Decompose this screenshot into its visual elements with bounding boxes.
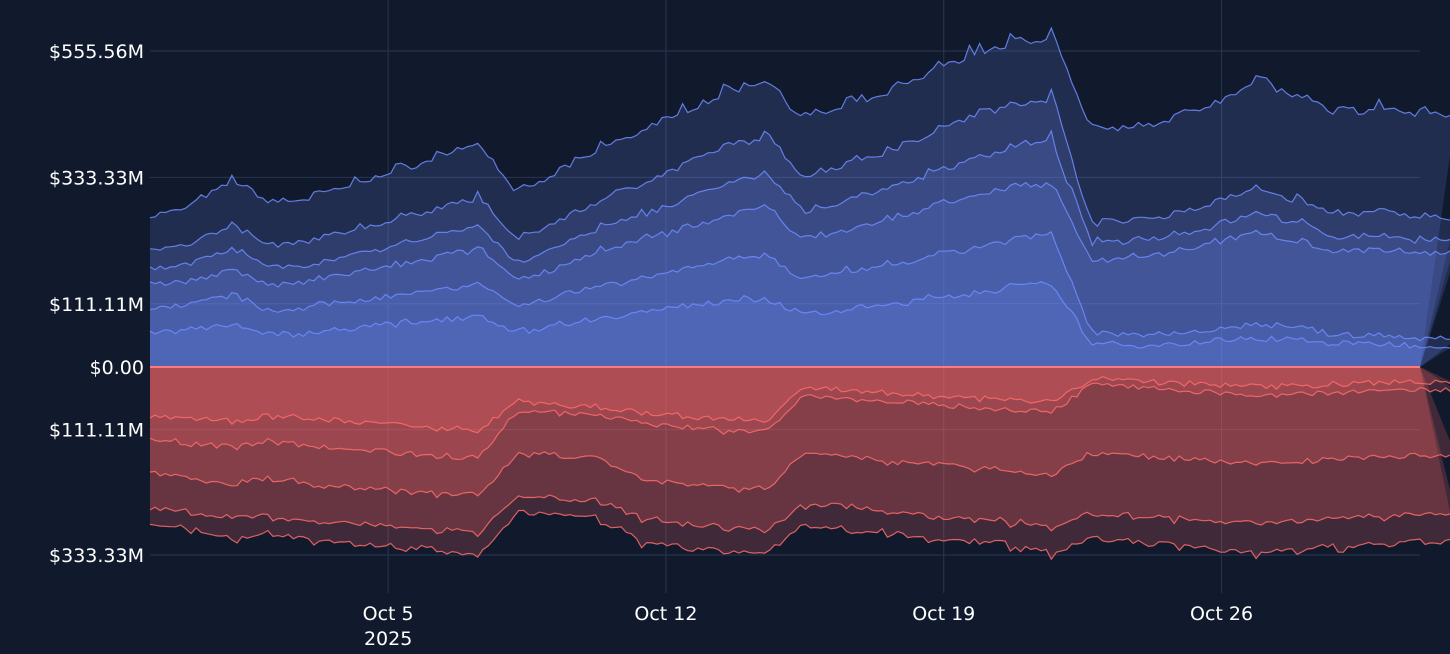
y-tick-label: $555.56M	[49, 41, 144, 63]
plot-area	[149, 26, 1450, 561]
x-tick-label: Oct 12	[634, 603, 697, 625]
x-tick-label: Oct 26	[1190, 603, 1253, 625]
y-tick-label: $111.11M	[49, 294, 144, 316]
x-tick-sublabel: 2025	[364, 628, 412, 650]
negative-series-line	[149, 494, 1450, 538]
negative-series-line	[149, 382, 1450, 461]
positive-area-layer	[150, 231, 1450, 367]
positive-area-layer	[150, 89, 1450, 367]
negative-series-line	[149, 376, 1450, 434]
positive-series-line	[149, 231, 1450, 342]
y-tick-label: $333.33M	[49, 545, 144, 567]
positive-series-line	[149, 129, 1450, 271]
negative-area-layer	[150, 367, 1450, 498]
positive-series-line	[149, 26, 1450, 219]
y-tick-label: $0.00	[90, 357, 144, 379]
positive-area-layer	[150, 130, 1450, 367]
y-axis: $555.56M $333.33M $111.11M $0.00 $111.11M $33…	[49, 41, 144, 567]
positive-series-line	[149, 181, 1450, 288]
negative-area-layer	[150, 367, 1450, 433]
y-tick-label: $333.33M	[49, 167, 144, 189]
x-tick-label: Oct 19	[912, 603, 975, 625]
x-tick-label: Oct 5	[363, 603, 414, 625]
negative-area-layer	[150, 367, 1450, 460]
negative-series-line	[149, 509, 1450, 561]
positive-series-line	[149, 281, 1450, 349]
y-tick-label: $111.11M	[49, 420, 144, 442]
positive-area-layer	[150, 28, 1450, 367]
negative-series-line	[149, 451, 1450, 499]
positive-area-layer	[150, 182, 1450, 367]
negative-area-layer	[150, 367, 1450, 560]
positive-series-line	[149, 87, 1450, 251]
x-axis: Oct 5 2025 Oct 12 Oct 19 Oct 26	[363, 603, 1253, 650]
